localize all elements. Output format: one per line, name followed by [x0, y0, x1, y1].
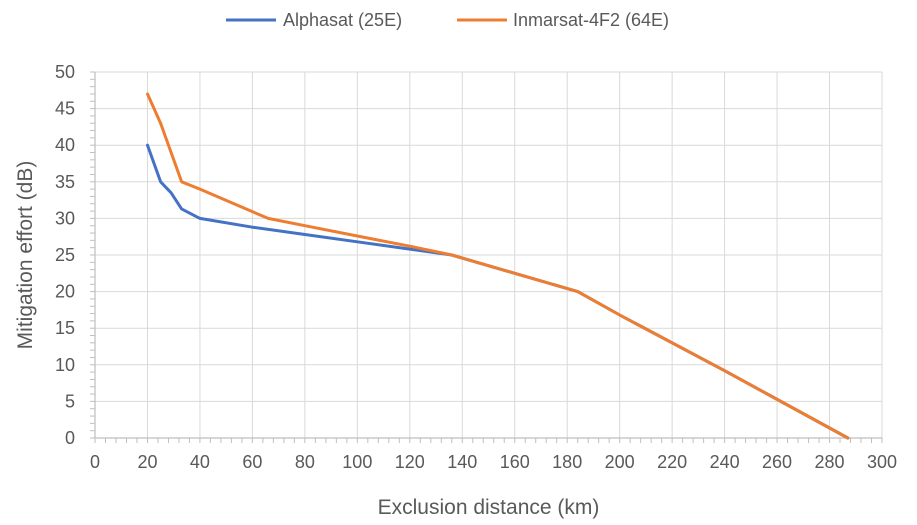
y-axis-title: Mitigation effort (dB) [14, 161, 37, 350]
x-tick-label-20: 20 [137, 452, 157, 472]
grid-lines [94, 71, 883, 438]
x-tick-label-180: 180 [552, 452, 582, 472]
y-tick-label-40: 40 [55, 135, 75, 155]
y-tick-label-30: 30 [55, 208, 75, 228]
axes [90, 71, 883, 443]
series-lines [146, 92, 850, 440]
x-tick-label-0: 0 [90, 452, 100, 472]
y-tick-label-50: 50 [55, 62, 75, 82]
y-tick-label-35: 35 [55, 172, 75, 192]
x-tick-label-120: 120 [395, 452, 425, 472]
y-tick-labels: 0 5 10 15 20 25 30 35 40 45 50 [55, 62, 75, 448]
x-tick-label-260: 260 [762, 452, 792, 472]
x-tick-label-140: 140 [447, 452, 477, 472]
x-tick-label-80: 80 [295, 452, 315, 472]
x-tick-label-240: 240 [710, 452, 740, 472]
legend: Alphasat (25E) Inmarsat-4F2 (64E) [226, 10, 669, 30]
legend-label-0: Alphasat (25E) [283, 10, 402, 30]
x-tick-label-220: 220 [657, 452, 687, 472]
y-tick-label-25: 25 [55, 245, 75, 265]
x-tick-label-100: 100 [342, 452, 372, 472]
y-tick-label-20: 20 [55, 282, 75, 302]
x-tick-label-160: 160 [500, 452, 530, 472]
y-tick-label-10: 10 [55, 355, 75, 375]
y-tick-label-5: 5 [65, 391, 75, 411]
y-tick-label-45: 45 [55, 99, 75, 119]
x-tick-label-280: 280 [815, 452, 845, 472]
x-tick-label-40: 40 [190, 452, 210, 472]
x-tick-label-200: 200 [605, 452, 635, 472]
x-tick-label-60: 60 [242, 452, 262, 472]
y-tick-label-0: 0 [65, 428, 75, 448]
x-tick-label-300: 300 [867, 452, 897, 472]
series-line-1 [146, 92, 850, 440]
y-tick-label-15: 15 [55, 318, 75, 338]
x-axis-title: Exclusion distance (km) [378, 496, 600, 519]
x-tick-labels: 0 20 40 60 80 100 120 140 160 180 200 220 240 260 280 3… [90, 452, 897, 472]
legend-label-1: Inmarsat-4F2 (64E) [513, 10, 669, 30]
